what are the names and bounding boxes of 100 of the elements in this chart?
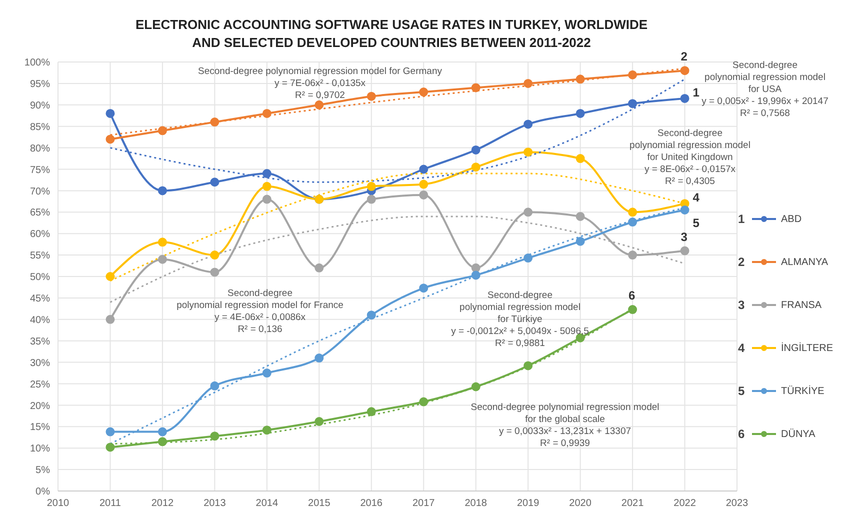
y-tick-label: 35% — [30, 336, 50, 348]
point — [680, 246, 690, 256]
point — [366, 92, 376, 101]
annotation: 3 — [680, 230, 688, 244]
point — [419, 88, 428, 97]
text: 2 — [738, 255, 745, 269]
point — [471, 382, 480, 392]
y-tick-label: 75% — [30, 164, 50, 176]
point — [106, 314, 115, 324]
legend-label: İNGİLTERE — [781, 342, 834, 354]
point — [628, 218, 638, 227]
point — [471, 162, 480, 172]
y-tick-label: 5% — [36, 465, 50, 476]
point — [576, 236, 585, 246]
point — [158, 238, 167, 247]
point — [158, 126, 167, 136]
x-tick-label: 2017 — [412, 498, 436, 510]
legend-label: ABD — [781, 214, 802, 224]
legend-label: DÜNYA — [781, 428, 816, 440]
legend-label: TÜRKİYE — [781, 386, 824, 396]
annotation: 1 — [692, 85, 700, 100]
point — [524, 254, 533, 263]
point — [210, 178, 220, 187]
point — [419, 180, 428, 189]
point — [419, 284, 428, 293]
x-tick-label: 2018 — [464, 498, 488, 510]
annotation: Second-degree polynomial regression model for United Kingdown y = 8E-06x² - 0,0157x R² = 0,4305 — [628, 128, 752, 188]
point — [628, 305, 638, 314]
point — [366, 194, 376, 204]
point — [106, 108, 115, 118]
y-tick-label: 15% — [30, 422, 50, 434]
point — [210, 432, 220, 441]
x-tick-label: 2019 — [516, 498, 540, 510]
annotation: Second-degree polynomial regression model for Türkiye y = -0,0012x² + 5,0049x - 5096,5 R² = 0,9881 — [451, 290, 589, 349]
point — [524, 120, 533, 129]
point — [262, 169, 272, 178]
point — [262, 182, 272, 191]
point — [210, 118, 220, 127]
point — [262, 194, 272, 204]
point — [576, 74, 585, 84]
point — [471, 270, 480, 280]
annotation: Second-degree polynomial regression model for Germany y = 7E-06x² - 0,0135x R² = 0,9702 — [197, 66, 443, 102]
x-tick-label: 2010 — [46, 498, 70, 510]
x-tick-label: 2011 — [99, 498, 122, 510]
y-tick-label: 85% — [30, 122, 50, 133]
y-tick-label: 95% — [30, 79, 50, 90]
y-tick-label: 100% — [24, 58, 50, 69]
y-tick-label: 50% — [30, 272, 50, 284]
x-tick-label: 2014 — [256, 498, 278, 510]
point — [524, 208, 533, 217]
text: 6 — [738, 427, 745, 441]
x-tick-label: 2023 — [726, 498, 749, 510]
point — [314, 263, 324, 272]
point — [262, 108, 272, 118]
point — [158, 427, 167, 436]
y-tick-label: 60% — [30, 229, 50, 240]
point — [471, 83, 480, 92]
point — [680, 94, 690, 103]
point — [471, 145, 480, 154]
annotation: Second-degree polynomial regression model for France y = 4E-06x² - 0,0086x R² = 0,136 — [176, 288, 344, 336]
annotation: 6 — [628, 288, 636, 303]
point — [366, 182, 376, 191]
text: 5 — [738, 384, 745, 398]
point — [680, 206, 690, 215]
point — [628, 70, 638, 80]
point — [210, 250, 220, 260]
point — [628, 99, 638, 108]
legend-label: ALMANYA — [781, 256, 828, 268]
point — [628, 208, 638, 217]
point — [106, 442, 115, 452]
point — [419, 164, 428, 174]
x-tick-label: 2012 — [151, 498, 174, 510]
point — [419, 190, 428, 200]
y-tick-label: 20% — [30, 400, 50, 412]
annotation: Second-degree polynomial regression model for USA y = 0,005x² - 19,996x + 20147 R² = 0,7568 — [702, 60, 828, 119]
chart-title: ELECTRONIC ACCOUNTING SOFTWARE USAGE RATES IN TURKEY, WORLDWIDE AND SELECTED DEVELOPED COUNTRIES BETWEEN 2011-2022 — [135, 17, 648, 50]
legend-label: FRANSA — [781, 300, 822, 310]
point — [314, 354, 324, 363]
x-tick-label: 2013 — [204, 498, 226, 510]
y-tick-label: 70% — [30, 186, 50, 198]
point — [524, 148, 533, 157]
point — [471, 263, 480, 272]
point — [210, 268, 220, 277]
point — [366, 310, 376, 320]
annotation: 4 — [692, 190, 700, 205]
text: 1 — [738, 212, 745, 226]
point — [314, 100, 324, 110]
point — [106, 134, 115, 144]
point — [158, 437, 167, 446]
y-tick-label: 45% — [30, 294, 50, 304]
point — [680, 66, 690, 76]
text: 4 — [738, 341, 745, 355]
point — [262, 426, 272, 435]
annotation: 2 — [680, 50, 688, 64]
point — [576, 154, 585, 164]
point — [106, 427, 115, 436]
y-tick-label: 40% — [30, 314, 50, 326]
x-tick-label: 2015 — [308, 498, 331, 510]
point — [106, 272, 115, 281]
point — [366, 407, 376, 416]
